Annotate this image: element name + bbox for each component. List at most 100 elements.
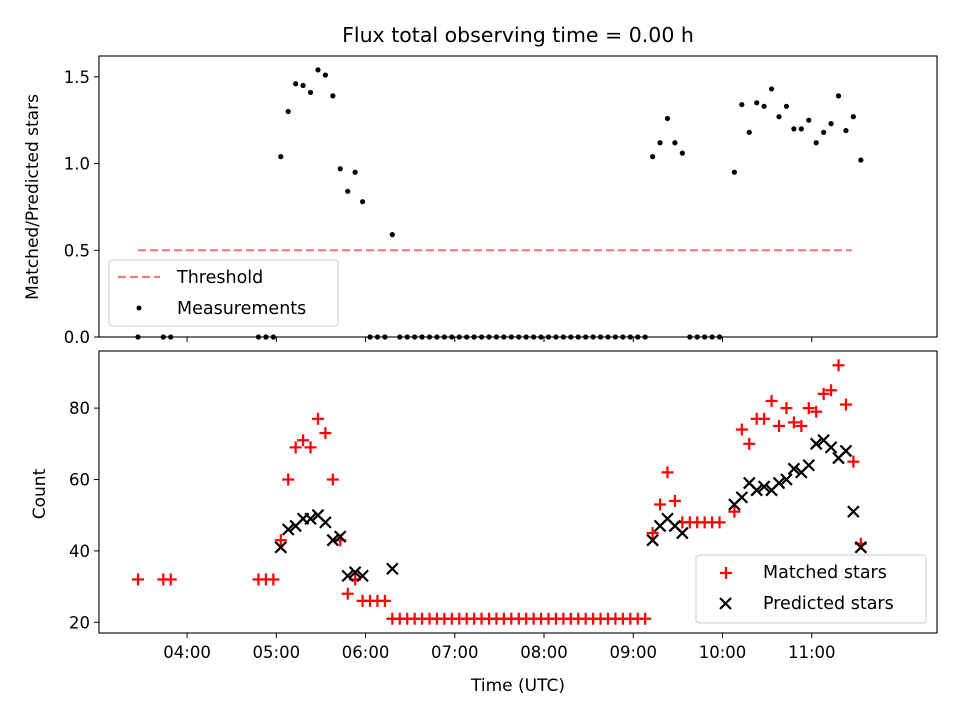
- matched-stars-point: [341, 587, 354, 600]
- predicted-stars-point: [854, 541, 868, 554]
- matched-stars-point: [267, 573, 280, 586]
- top-panel: 0.0 0.5 1.0 1.5 Matched/Predicted stars Thr…: [23, 55, 938, 347]
- predicted-stars-point: [333, 530, 347, 543]
- predicted-stars-point: [326, 533, 340, 547]
- measurements-point: [850, 114, 856, 120]
- matched-stars-point: [810, 405, 823, 418]
- measurements-point: [858, 157, 864, 163]
- x-tick-label: 07:00: [431, 643, 479, 662]
- matched-stars-point: [661, 466, 674, 479]
- matched-stars-point: [832, 359, 845, 372]
- measurements-point: [330, 93, 336, 99]
- matched-stars-point: [326, 473, 339, 486]
- predicted-stars-point: [386, 562, 399, 576]
- matched-stars-point: [758, 412, 771, 425]
- matched-stars-point: [847, 455, 860, 468]
- measurements-legend-swatch: [136, 305, 142, 311]
- y-tick-label: 60: [69, 471, 90, 490]
- top-y-ticks: 0.0 0.5 1.0 1.5: [64, 68, 99, 347]
- measurements-point: [739, 101, 745, 108]
- x-tick-label: 05:00: [253, 643, 301, 662]
- predicted-stars-point: [735, 491, 749, 504]
- matched-stars-point: [728, 505, 741, 518]
- measurements-point: [798, 126, 804, 132]
- measurements-point: [731, 169, 737, 175]
- y-tick-label: 20: [69, 613, 90, 632]
- matched-stars-point: [289, 441, 302, 454]
- measurements-point: [285, 108, 291, 115]
- bottom-plot-marks: [132, 359, 868, 625]
- x-tick-label: 10:00: [699, 643, 747, 662]
- bottom-x-ticks: 04:00 05:00 06:00 07:00 08:00 09:00 10:00 11:00: [163, 633, 836, 662]
- predicted-stars-legend-swatch: [719, 597, 732, 610]
- measurements-point: [322, 72, 328, 78]
- matched-stars-point: [773, 419, 786, 432]
- matched-stars-point: [780, 402, 793, 415]
- matched-stars-point: [668, 494, 681, 507]
- y-tick-label: 80: [69, 399, 90, 418]
- y-tick-label: 0.5: [64, 241, 90, 260]
- matched-stars-point: [802, 402, 815, 415]
- predicted-stars-point: [646, 533, 659, 547]
- predicted-stars-point: [802, 458, 816, 472]
- bottom-panel: 20 40 60 80 04:00 05:00 06:00 07:00 08:00 09:00 1…: [30, 350, 938, 696]
- y-tick-label: 1.5: [64, 68, 90, 87]
- predicted-stars-point: [780, 473, 793, 486]
- measurements-point: [278, 154, 284, 160]
- predicted-stars-legend-label: Predicted stars: [763, 594, 894, 614]
- measurements-point: [345, 188, 351, 194]
- matched-stars-point: [319, 427, 332, 440]
- matched-stars-point: [311, 412, 324, 425]
- bottom-y-axis-label: Count: [30, 468, 50, 519]
- measurements-point: [768, 86, 775, 92]
- measurements-point: [389, 232, 395, 238]
- predicted-stars-point: [281, 523, 295, 536]
- measurements-point: [664, 115, 671, 122]
- measurements-point: [761, 103, 767, 109]
- predicted-stars-point: [274, 541, 288, 554]
- top-legend: Threshold Measurements: [108, 259, 339, 327]
- matched-stars-point: [765, 394, 778, 407]
- measurements-point: [337, 166, 343, 172]
- measurements-point: [813, 140, 819, 146]
- bottom-legend: Matched stars Predicted stars: [695, 554, 927, 624]
- measurements-point: [672, 140, 678, 146]
- matched-stars-point: [825, 384, 838, 397]
- matched-stars-point: [817, 387, 830, 400]
- predicted-stars-point: [809, 437, 823, 451]
- matched-stars-point: [274, 534, 287, 547]
- measurements-point: [783, 103, 790, 109]
- bottom-x-axis-label: Time (UTC): [470, 676, 565, 696]
- measurements-point: [754, 100, 760, 106]
- x-tick-label: 08:00: [520, 643, 568, 662]
- top-axes-frame: [98, 55, 938, 338]
- matched-stars-point: [304, 441, 317, 454]
- y-tick-label: 1.0: [64, 155, 90, 174]
- predicted-stars-point: [319, 516, 332, 529]
- matched-stars-point: [646, 527, 659, 540]
- predicted-stars-point: [772, 476, 786, 490]
- measurements-point: [359, 199, 366, 205]
- measurements-point: [843, 127, 849, 134]
- measurements-point: [300, 82, 306, 89]
- matched-stars-point: [795, 419, 808, 432]
- threshold-legend-label: Threshold: [176, 268, 263, 288]
- predicted-stars-point: [757, 480, 771, 493]
- x-tick-label: 11:00: [788, 643, 836, 662]
- predicted-stars-point: [824, 441, 838, 454]
- matched-stars-point: [378, 594, 391, 607]
- matched-stars-legend-swatch: [720, 567, 732, 579]
- matched-stars-point: [735, 423, 748, 436]
- predicted-stars-point: [348, 566, 362, 579]
- bottom-axes-frame: [98, 350, 938, 634]
- bottom-legend-box: [695, 554, 927, 624]
- measurements-point: [835, 93, 842, 99]
- predicted-stars-point: [750, 483, 763, 497]
- matched-stars-point: [132, 573, 144, 586]
- measurements-point: [293, 81, 299, 87]
- measurements-point: [657, 140, 663, 146]
- y-tick-label: 40: [69, 542, 90, 561]
- measurements-point: [821, 129, 827, 135]
- x-tick-label: 04:00: [163, 643, 211, 662]
